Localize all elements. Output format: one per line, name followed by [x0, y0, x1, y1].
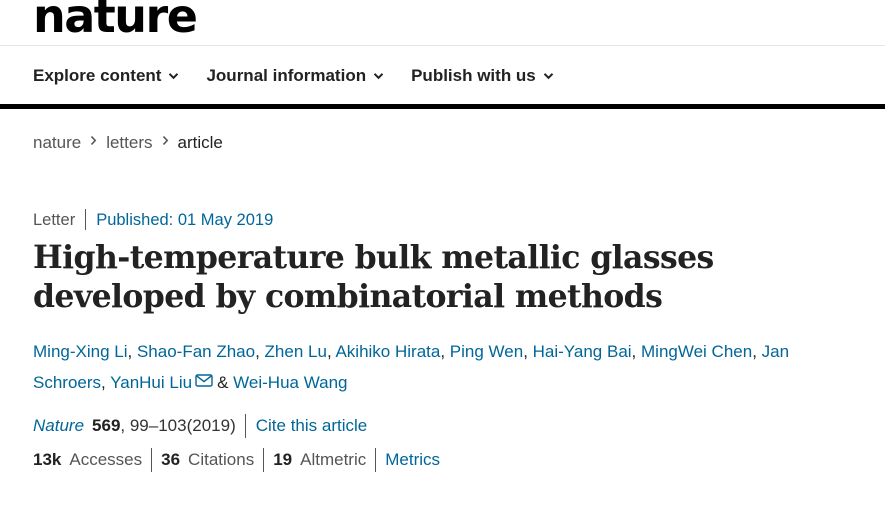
nature-logo[interactable]: nature: [33, 0, 198, 43]
nav-bottom-rule: [0, 104, 885, 109]
published-date: Published: 01 May 2019: [96, 210, 274, 229]
author-link[interactable]: Akihiko Hirata: [335, 342, 441, 361]
author-separator: ,: [631, 342, 641, 361]
author-link[interactable]: Shao-Fan Zhao: [136, 342, 256, 361]
citations-label: Citations: [188, 450, 255, 469]
author-link[interactable]: Jan Schroers: [33, 342, 790, 392]
nav-item-label: Explore content: [33, 66, 162, 85]
journal-name[interactable]: Nature: [33, 416, 85, 435]
author-separator: ,: [440, 342, 450, 361]
accesses-count: 13k: [33, 450, 62, 469]
altmetric-count: 19: [273, 450, 293, 469]
breadcrumb-nature[interactable]: nature: [33, 133, 82, 152]
author-separator: ,: [101, 373, 111, 392]
nav-explore-content[interactable]: Explore content: [33, 66, 179, 86]
main-nav: Explore content Journal information Publ…: [33, 66, 581, 86]
envelope-icon[interactable]: [195, 367, 213, 397]
author-link[interactable]: Wei-Hua Wang: [233, 373, 348, 392]
author-separator: ,: [326, 342, 336, 361]
citation-line: Nature 569 , 99–103 (2019) Cite this art…: [33, 414, 367, 438]
volume-number: 569: [92, 416, 121, 435]
metrics-divider: [375, 448, 377, 472]
chevron-down-icon: [543, 72, 554, 80]
cite-divider: [244, 414, 246, 438]
author-list: Ming-Xing Li, Shao-Fan Zhao, Zhen Lu, Ak…: [33, 337, 823, 398]
chevron-right-icon: [162, 135, 169, 146]
article-metrics: 13k Accesses 36 Citations 19 Altmetric M…: [33, 448, 440, 472]
author-link[interactable]: MingWei Chen: [641, 342, 753, 361]
breadcrumb: nature letters article: [33, 133, 223, 153]
nav-publish-with-us[interactable]: Publish with us: [411, 66, 554, 86]
author-link[interactable]: Ming-Xing Li: [33, 342, 128, 361]
author-separator: &: [217, 373, 229, 392]
author-separator: ,: [127, 342, 137, 361]
breadcrumb-letters[interactable]: letters: [106, 133, 153, 152]
accesses-label: Accesses: [69, 450, 143, 469]
author-separator: ,: [752, 342, 762, 361]
metrics-divider: [263, 448, 265, 472]
cite-this-article-link[interactable]: Cite this article: [255, 416, 368, 435]
metrics-divider: [151, 448, 153, 472]
author-separator: ,: [255, 342, 265, 361]
author-link[interactable]: Ping Wen: [449, 342, 524, 361]
header-divider: [0, 45, 885, 46]
author-link[interactable]: Zhen Lu: [264, 342, 327, 361]
author-link[interactable]: Hai-Yang Bai: [532, 342, 632, 361]
metrics-link[interactable]: Metrics: [385, 450, 441, 469]
citations-count: 36: [161, 450, 181, 469]
author-separator: ,: [523, 342, 533, 361]
author-link[interactable]: YanHui Liu: [110, 373, 193, 392]
chevron-down-icon: [373, 72, 384, 80]
breadcrumb-article: article: [177, 133, 223, 152]
page-range: , 99–103: [120, 416, 187, 435]
altmetric-label: Altmetric: [300, 450, 367, 469]
article-type: Letter: [33, 210, 76, 229]
nav-item-label: Publish with us: [411, 66, 536, 85]
nav-journal-information[interactable]: Journal information: [206, 66, 384, 86]
article-meta: Letter Published: 01 May 2019: [33, 209, 273, 230]
nav-item-label: Journal information: [206, 66, 367, 85]
article-title: High-temperature bulk metallic glasses d…: [33, 239, 714, 315]
meta-divider: [85, 209, 87, 230]
publication-year: (2019): [186, 416, 236, 435]
chevron-right-icon: [90, 135, 97, 146]
chevron-down-icon: [168, 72, 179, 80]
